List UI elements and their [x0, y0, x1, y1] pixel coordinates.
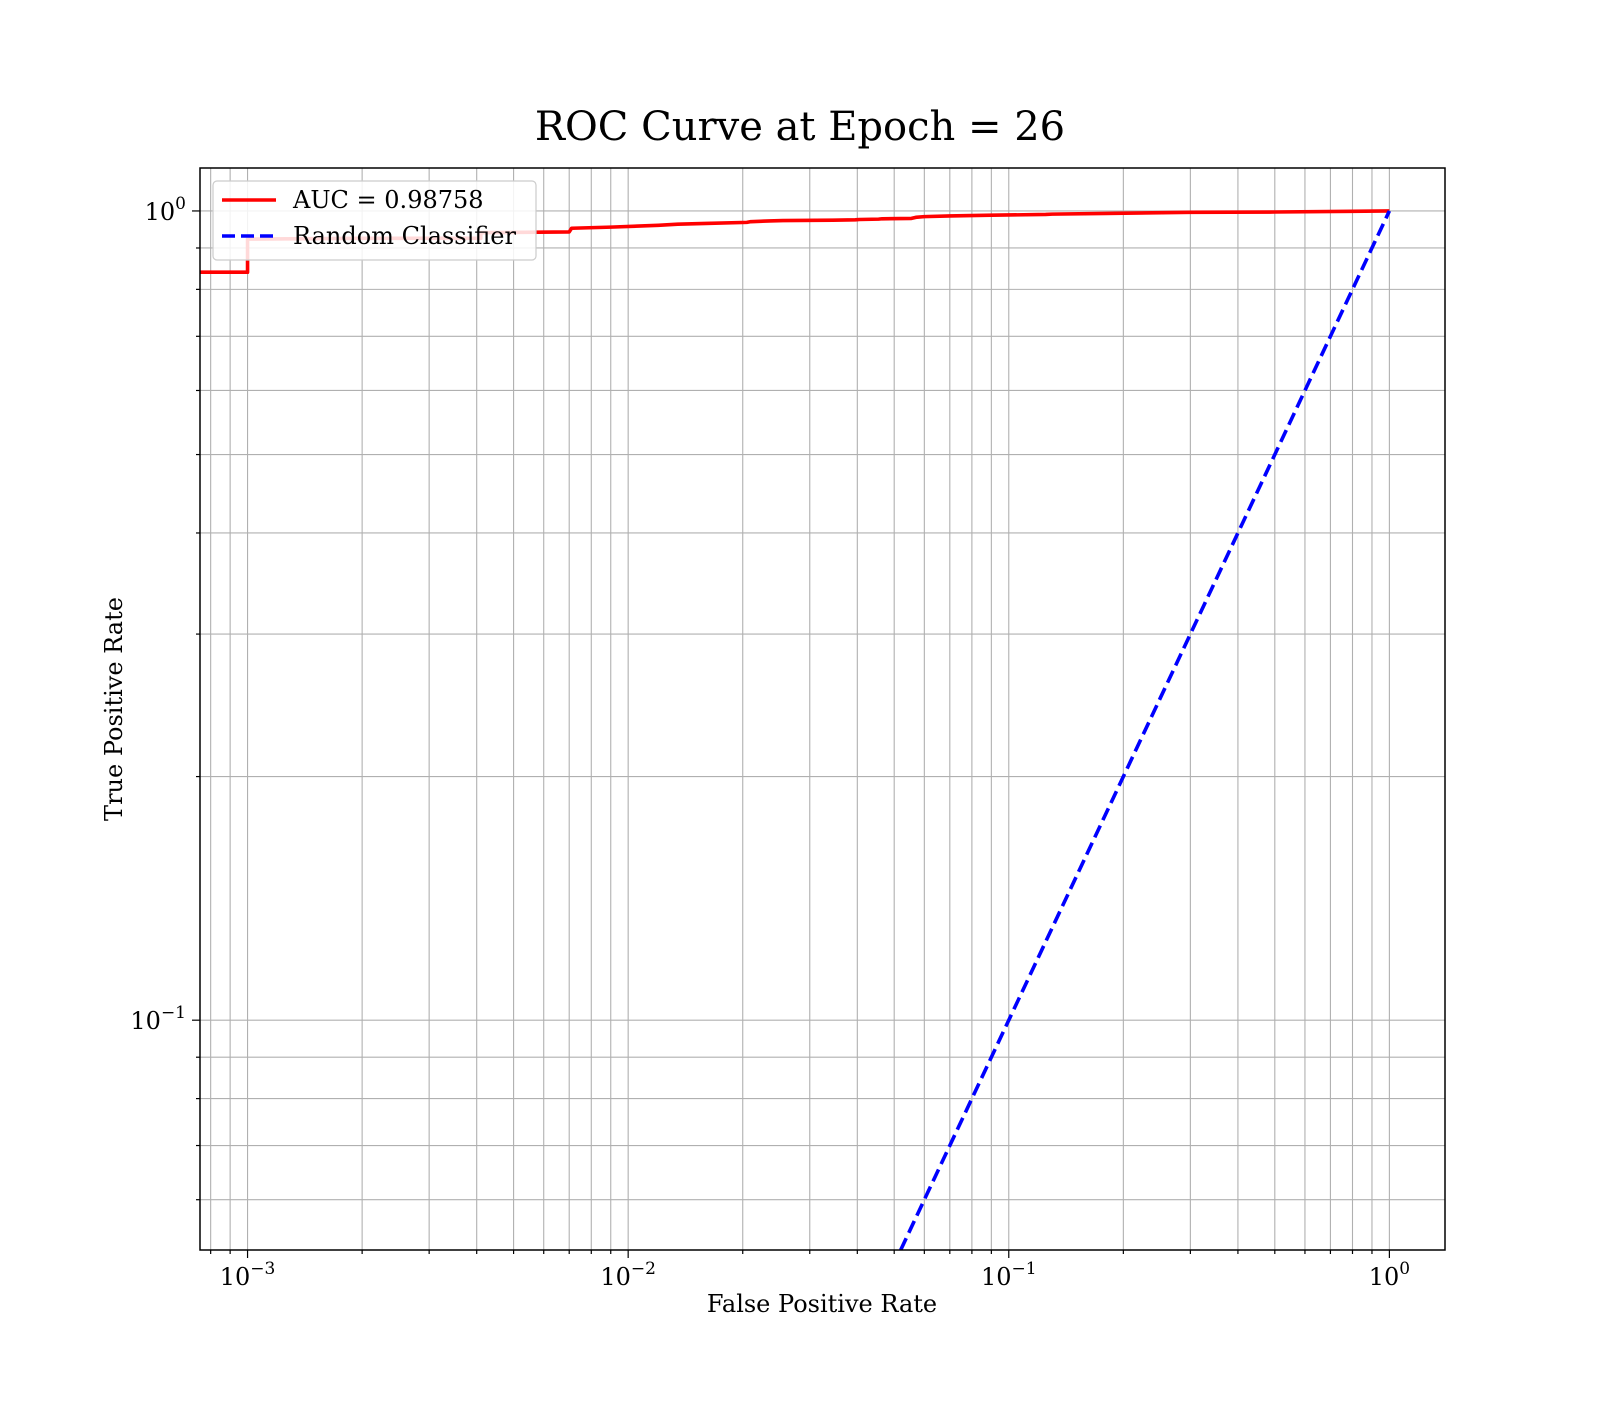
plot-frame [199, 167, 1446, 1251]
x-axis-label: False Positive Rate [707, 1290, 937, 1318]
legend-label-auc: AUC = 0.98758 [292, 186, 484, 214]
y-axis-label: True Positive Rate [100, 597, 128, 821]
tick-marks [192, 210, 1390, 1258]
x-tick-label: 10−1 [981, 1259, 1037, 1291]
legend-label-random-classifier: Random Classifier [293, 222, 516, 250]
y-tick-labels: 10−1 100 [130, 194, 186, 1035]
y-tick-label: 10−1 [130, 1003, 186, 1035]
x-tick-label: 10−3 [220, 1259, 276, 1291]
x-tick-labels: 10−3 10−2 10−1 100 [220, 1259, 1410, 1291]
x-tick-label: 100 [1369, 1259, 1410, 1291]
random-classifier-line [899, 210, 1392, 1250]
chart-title: ROC Curve at Epoch = 26 [535, 104, 1065, 150]
legend-box [212, 180, 537, 261]
legend: AUC = 0.98758 Random Classifier [212, 180, 537, 261]
x-tick-label: 10−2 [600, 1259, 656, 1291]
y-tick-label: 100 [145, 194, 186, 226]
